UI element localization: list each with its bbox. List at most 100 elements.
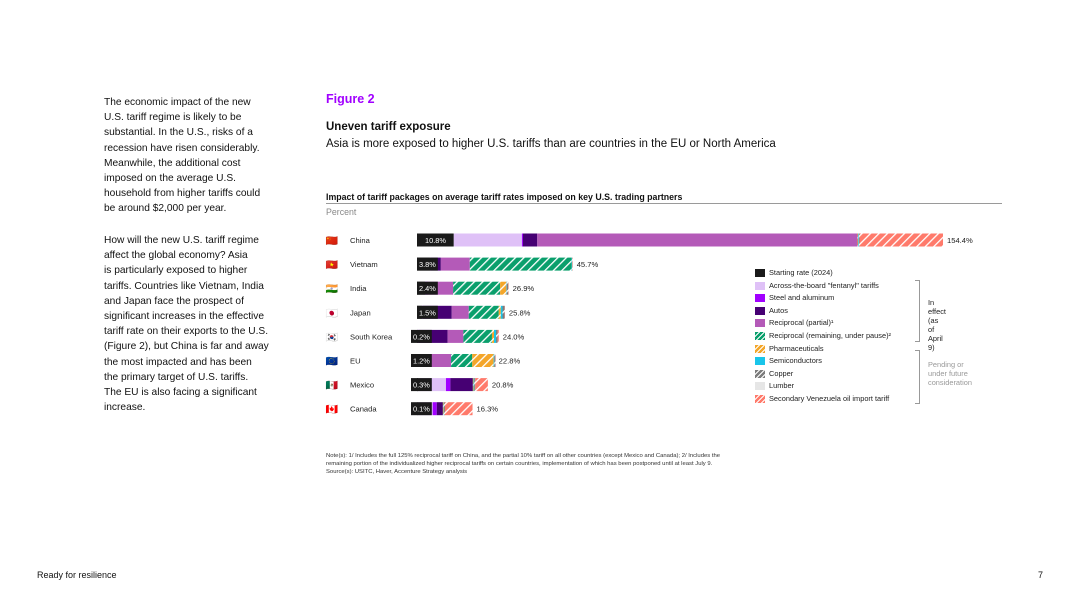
flag-icon: 🇨🇦 [326,404,339,416]
legend-swatch [755,319,765,328]
flag-icon: 🇲🇽 [326,380,339,392]
start-rate-label: 0.1% [413,405,430,414]
total-value-label: 154.4% [947,236,973,245]
note-line-1: Note(s): 1/ Includes the full 125% recip… [326,453,721,459]
category-label: Canada [350,405,377,414]
body-paragraph-line: How will the new U.S. tariff regime [104,235,259,246]
legend-label: Copper [769,368,794,378]
total-value-label: 45.7% [577,260,599,269]
bar-segment-autos [436,402,443,416]
body-paragraph-line: affect the global economy? Asia [104,250,248,262]
bar-segment-pharma [500,281,507,295]
bar-segment-pharma [498,305,501,319]
chart-title: Impact of tariff packages on average tar… [326,192,683,202]
chart-unit-label: Percent [326,207,357,217]
pending-group-label-line: Pending or [928,360,964,369]
category-label: Mexico [350,381,374,390]
start-rate-label: 2.4% [419,284,436,293]
intro-paragraph-line: The economic impact of the new [104,97,251,108]
body-paragraph-line: significant increases in the effective [104,311,265,323]
bar-segment-reciprocal_remaining [453,281,501,295]
start-rate-label-bg [417,305,438,319]
legend-swatch [755,357,765,366]
bar-segment-venezuela [497,329,499,343]
legend-swatch [755,294,765,303]
category-label: South Korea [350,332,393,341]
body-paragraph-line: tariff rate on their exports to the U.S. [104,326,269,338]
intro-paragraph-line: be around $2,000 per year. [104,203,227,215]
start-rate-label: 1.5% [419,308,436,317]
body-paragraph-line: and Japan face the prospect of [104,295,244,307]
legend-swatch [755,395,765,403]
legend-swatch [755,369,765,378]
intro-paragraph-line: Meanwhile, the additional cost [104,157,241,169]
body-paragraph-line: is particularly exposed to higher [104,265,248,277]
bar-segment-fentanyl [453,233,522,247]
page-number: 7 [1038,570,1044,580]
intro-paragraph-line: substantial. In the U.S., risks of a [104,127,253,139]
bar-segment-venezuela [475,378,488,392]
intro-paragraph-line: household from higher tariffs could [104,188,261,200]
bar-segment-copper [494,354,496,367]
bar-segment-venezuela [444,402,473,416]
flag-icon: 🇮🇳 [326,283,339,295]
start-rate-label-bg [423,233,448,247]
intro-paragraph-line: imposed on the average U.S. [104,173,236,185]
body-paragraph-line: The EU is also facing a significant [104,387,257,399]
bar-segment-reciprocal_partial [537,233,858,247]
total-value-label: 26.9% [513,284,535,293]
bar-segment-steel [445,378,451,392]
bar-segment-pharma [472,378,474,392]
in-effect-group-label-line: of April 9) [928,325,943,352]
bar-segment-reciprocal_partial [440,257,470,271]
total-value-label: 25.8% [509,308,531,317]
pending-group-label-line: consideration [928,378,972,387]
total-value-label: 16.3% [477,405,499,414]
bar-segment-copper [858,233,860,247]
category-label: EU [350,357,361,366]
legend-swatch [755,269,765,277]
bar-segment-reciprocal_remaining [469,257,572,271]
chart-notes: Note(s): 1/ Includes the full 125% recip… [326,452,826,476]
legend-label: Secondary Venezuela oil import tariff [769,394,890,403]
flag-icon: 🇪🇺 [326,356,339,368]
category-label: India [350,284,367,293]
bar-segment-semiconductors [493,354,495,367]
bar-segment-reciprocal_partial [451,305,469,319]
legend-swatch [755,344,765,353]
intro-paragraph: The economic impact of the new U.S. tarif… [104,95,276,217]
flag-icon: 🇰🇷 [326,331,339,343]
chart-title-rule [326,203,1002,204]
bar-segment-copper [474,378,476,392]
flag-icon: 🇻🇳 [326,259,339,271]
start-rate-label: 3.8% [419,260,436,269]
bar-segment-pharma [442,402,444,416]
bar-segment-copper [496,329,498,343]
category-label: China [350,236,371,245]
figure-title: Uneven tariff exposure [326,121,451,133]
start-rate-label: 0.2% [413,332,430,341]
bar-segment-reciprocal_remaining [451,354,473,367]
note-line-2: remaining portion of the individualized … [326,461,713,467]
start-rate-label-bg [411,354,432,367]
bar-segment-reciprocal_partial [431,354,452,367]
start-rate-label-bg [411,378,432,392]
bar-segment-semiconductors [493,329,497,343]
body-paragraph-line: (Figure 2), but China is far and away [104,341,269,353]
in-effect-group-label-line: In effect (as [928,298,946,325]
in-effect-bracket [915,280,920,342]
source-line: Source(s): USITC, Haver, Accenture Strat… [326,469,468,475]
bar-segment-steel [521,233,523,247]
category-label: Japan [350,308,371,317]
legend-label: Reciprocal (partial)¹ [769,318,834,328]
start-rate-label-bg [411,402,432,416]
bar-segment-semiconductors [473,378,475,392]
bar-segment-pharma [491,329,494,343]
flag-icon: 🇯🇵 [326,307,339,319]
bar-segment-copper [502,305,505,319]
bar-segment-autos [522,233,538,247]
figure-label: Figure 2 [326,92,375,106]
total-value-label: 20.8% [492,381,514,390]
start-rate-label-bg [411,329,432,343]
